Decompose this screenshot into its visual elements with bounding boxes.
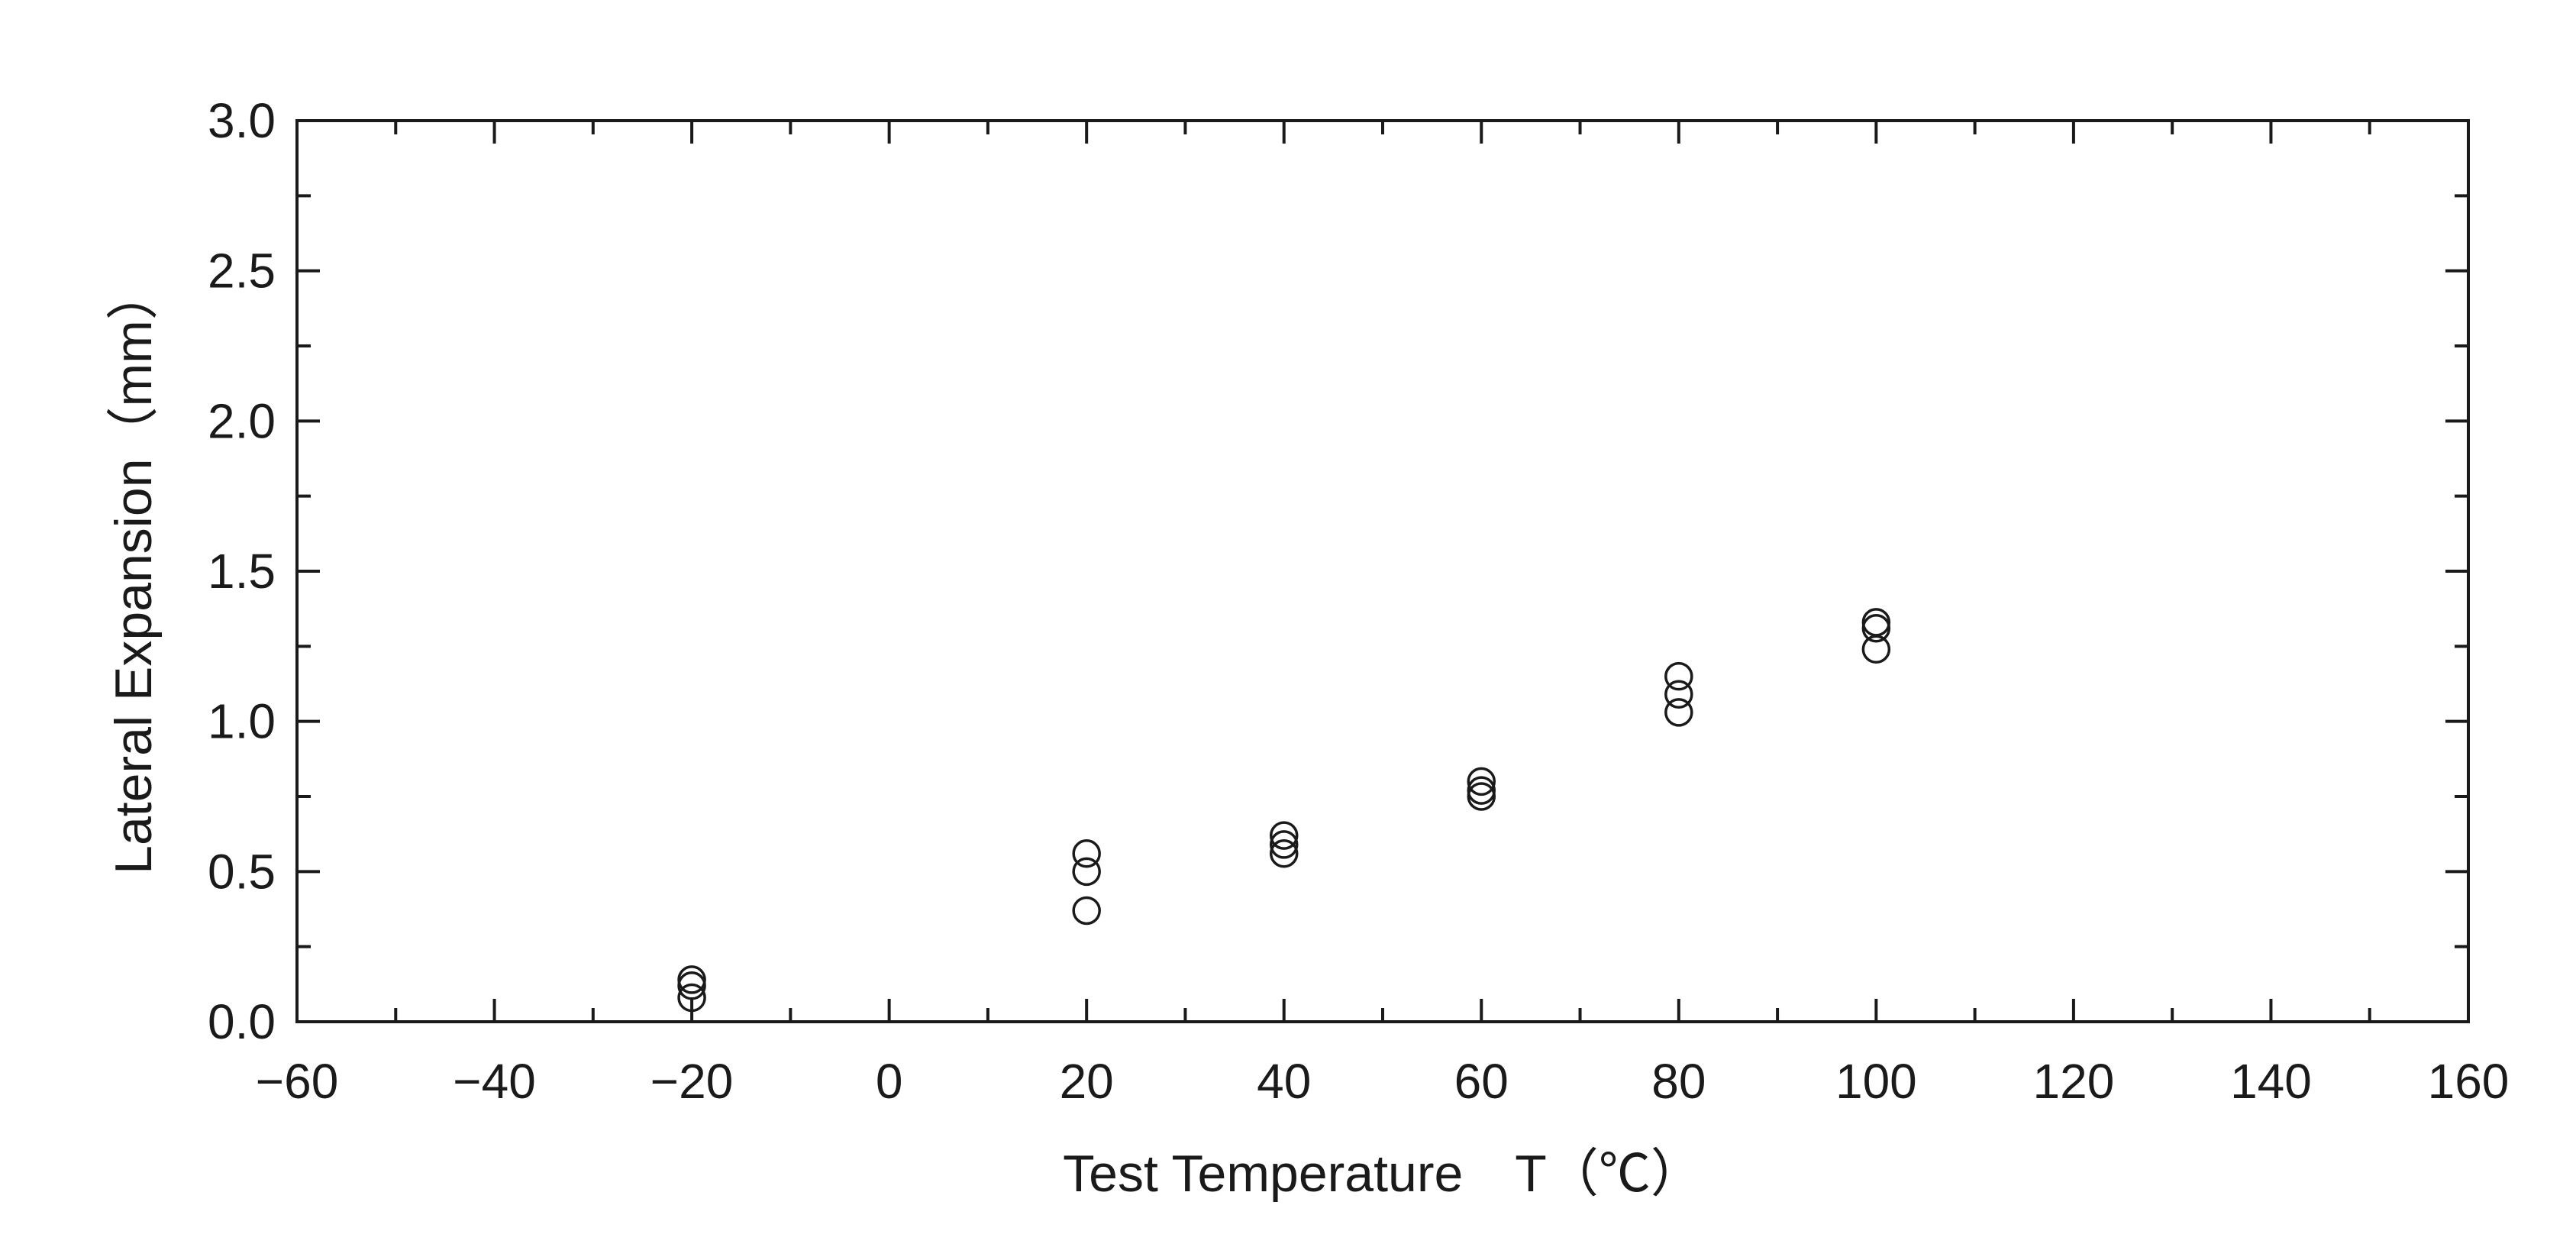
data-point (1467, 767, 1496, 796)
data-point (1861, 608, 1891, 637)
y-axis-title: Lateral Expansion（mm） (105, 268, 163, 874)
data-point (1861, 635, 1891, 664)
x-tick-label: 140 (2230, 1054, 2312, 1109)
x-tick-label: 160 (2428, 1054, 2510, 1109)
x-tick-label: 100 (1835, 1054, 1917, 1109)
data-point (1269, 821, 1299, 850)
x-tick-label: 120 (2033, 1054, 2115, 1109)
data-point (1072, 857, 1101, 887)
y-tick-label: 0.0 (208, 994, 276, 1049)
x-tick-label: 20 (1060, 1054, 1114, 1109)
x-tick-label: 60 (1454, 1054, 1509, 1109)
data-point (1664, 661, 1693, 691)
data-point (1664, 698, 1693, 727)
y-tick-label: 2.5 (208, 244, 276, 299)
data-point (1072, 838, 1101, 868)
x-tick-label: −20 (650, 1054, 734, 1109)
x-tick-label: −40 (453, 1054, 536, 1109)
data-point (1269, 830, 1299, 859)
x-tick-label: 80 (1651, 1054, 1706, 1109)
y-tick-labels: 0.0 0.5 1.0 1.5 2.0 2.5 3.0 (208, 93, 276, 1049)
data-point (677, 971, 706, 1000)
y-tick-label: 1.0 (208, 694, 276, 749)
y-tick-label: 3.0 (208, 93, 276, 148)
data-point (1072, 896, 1101, 926)
data-point (1269, 838, 1299, 868)
y-tick-label: 1.5 (208, 544, 276, 599)
x-tick-label: −60 (256, 1054, 339, 1109)
data-point (1861, 613, 1891, 643)
x-axis-title: Test Temperature T（℃） (1063, 1145, 1703, 1203)
data-point (677, 983, 706, 1013)
x-tick-label: 40 (1257, 1054, 1311, 1109)
data-point (1664, 680, 1693, 709)
plot-frame (295, 119, 2470, 1023)
y-tick-label: 0.5 (208, 844, 276, 899)
x-tick-label: 0 (876, 1054, 903, 1109)
data-point (1467, 782, 1496, 811)
y-tick-label: 2.0 (208, 393, 276, 448)
axis-ticks (295, 119, 2470, 1023)
data-points (677, 608, 1891, 1013)
x-tick-labels: −60 −40 −20 0 20 40 60 80 100 120 140 160 (256, 1054, 2510, 1109)
